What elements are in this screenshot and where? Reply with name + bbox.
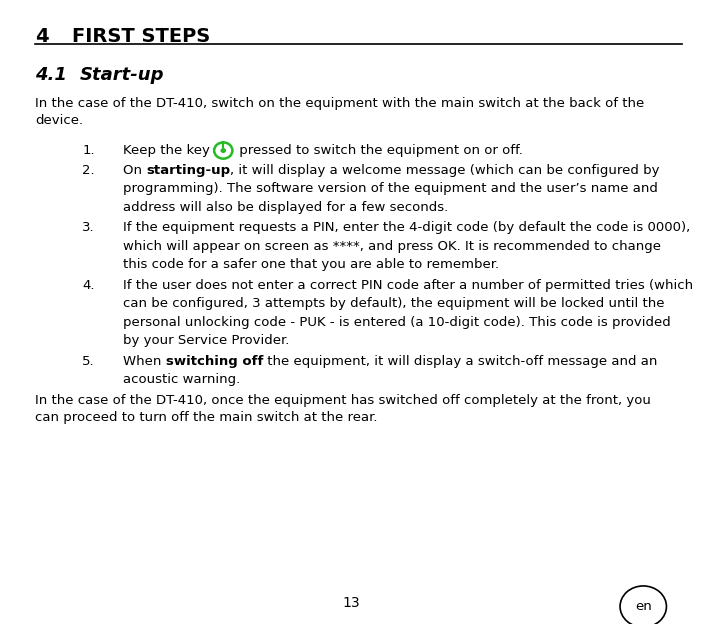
Text: which will appear on screen as ****, and press OK. It is recommended to change: which will appear on screen as ****, and… (123, 240, 661, 253)
Text: by your Service Provider.: by your Service Provider. (123, 334, 290, 347)
Text: FIRST STEPS: FIRST STEPS (72, 27, 210, 46)
Text: this code for a safer one that you are able to remember.: this code for a safer one that you are a… (123, 258, 499, 271)
Text: address will also be displayed for a few seconds.: address will also be displayed for a few… (123, 201, 449, 214)
Text: When: When (123, 354, 166, 368)
Text: 4.1: 4.1 (35, 66, 67, 84)
Text: On: On (123, 164, 146, 177)
Text: acoustic warning.: acoustic warning. (123, 373, 240, 386)
Text: , it will display a welcome message (which can be configured by: , it will display a welcome message (whi… (231, 164, 660, 177)
Text: en: en (635, 600, 652, 613)
Text: personal unlocking code - PUK - is entered (a 10-digit code). This code is provi: personal unlocking code - PUK - is enter… (123, 316, 671, 329)
Text: 2.: 2. (82, 164, 95, 177)
Text: pressed to switch the equipment on or off.: pressed to switch the equipment on or of… (236, 144, 523, 157)
Text: the equipment, it will display a switch-off message and an: the equipment, it will display a switch-… (263, 354, 657, 368)
Circle shape (221, 148, 226, 153)
Text: Keep the key: Keep the key (123, 144, 214, 157)
Text: Start-up: Start-up (79, 66, 164, 84)
Text: 3.: 3. (82, 222, 95, 235)
Text: In the case of the DT-410, switch on the equipment with the main switch at the b: In the case of the DT-410, switch on the… (35, 97, 645, 127)
Text: switching off: switching off (166, 354, 263, 368)
Text: 4: 4 (35, 27, 49, 46)
Text: In the case of the DT-410, once the equipment has switched off completely at the: In the case of the DT-410, once the equi… (35, 394, 651, 424)
Text: can be configured, 3 attempts by default), the equipment will be locked until th: can be configured, 3 attempts by default… (123, 297, 664, 310)
Circle shape (214, 142, 233, 158)
Text: 5.: 5. (82, 354, 95, 368)
Text: If the user does not enter a correct PIN code after a number of permitted tries : If the user does not enter a correct PIN… (123, 279, 693, 292)
Text: programming). The software version of the equipment and the user’s name and: programming). The software version of th… (123, 182, 658, 195)
Text: 4.: 4. (82, 279, 95, 292)
Text: If the equipment requests a PIN, enter the 4-digit code (by default the code is : If the equipment requests a PIN, enter t… (123, 222, 690, 235)
Text: starting-up: starting-up (146, 164, 231, 177)
Text: 1.: 1. (82, 144, 95, 157)
Text: 13: 13 (342, 597, 361, 610)
